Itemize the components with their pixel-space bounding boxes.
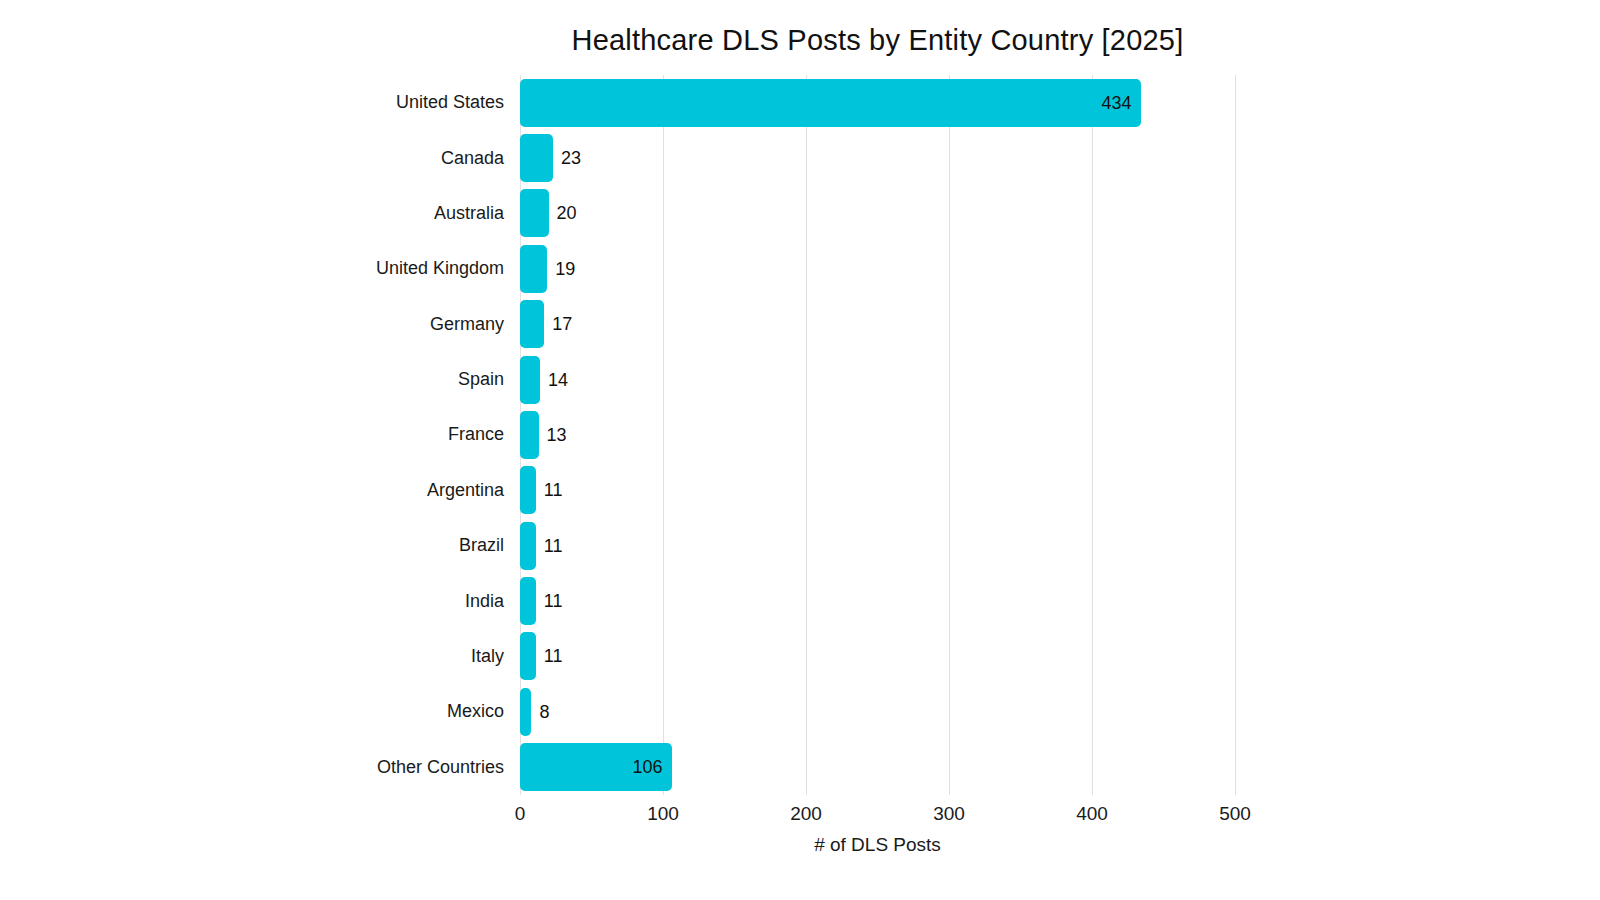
bar-row: 13: [520, 407, 1235, 462]
gridline: [1235, 75, 1236, 795]
value-label: 20: [557, 203, 577, 224]
bar: [520, 466, 536, 514]
bar-row: 11: [520, 629, 1235, 684]
bar: [520, 300, 544, 348]
plot-area: 434 23 20 19 17 14 13 11 11 11 11 8 106: [520, 75, 1235, 795]
y-label-row: Mexico: [0, 684, 504, 739]
category-label: Germany: [430, 314, 504, 335]
value-label: 106: [633, 757, 663, 778]
x-tick-label: 0: [515, 803, 526, 825]
x-tick-label: 400: [1076, 803, 1108, 825]
chart-canvas: Healthcare DLS Posts by Entity Country […: [0, 0, 1600, 900]
y-label-row: France: [0, 407, 504, 462]
y-label-row: Other Countries: [0, 740, 504, 795]
x-axis-title: # of DLS Posts: [520, 834, 1235, 856]
value-label: 17: [552, 314, 572, 335]
bar: [520, 632, 536, 680]
value-label: 23: [561, 148, 581, 169]
bar-row: 19: [520, 241, 1235, 296]
y-label-row: Argentina: [0, 463, 504, 518]
category-label: Argentina: [427, 480, 504, 501]
y-axis-labels: United States Canada Australia United Kingd…: [0, 75, 504, 795]
bar-row: 17: [520, 297, 1235, 352]
bar-row: 106: [520, 740, 1235, 795]
category-label: India: [465, 591, 504, 612]
x-tick-label: 500: [1219, 803, 1251, 825]
x-axis-ticks: 0100200300400500: [520, 803, 1235, 829]
bar: [520, 411, 539, 459]
bar: [520, 356, 540, 404]
y-label-row: United Kingdom: [0, 241, 504, 296]
value-label: 434: [1102, 92, 1132, 113]
category-label: Canada: [441, 148, 504, 169]
category-label: Italy: [471, 646, 504, 667]
category-label: France: [448, 424, 504, 445]
bar-row: 14: [520, 352, 1235, 407]
bar-row: 434: [520, 75, 1235, 130]
category-label: Spain: [458, 369, 504, 390]
bar: [520, 134, 553, 182]
y-label-row: Germany: [0, 297, 504, 352]
value-label: 14: [548, 369, 568, 390]
value-label: 11: [544, 480, 563, 501]
y-label-row: Canada: [0, 130, 504, 185]
bar-row: 23: [520, 130, 1235, 185]
value-label: 11: [544, 646, 563, 667]
x-tick-label: 100: [647, 803, 679, 825]
bar: [520, 577, 536, 625]
x-tick-label: 200: [790, 803, 822, 825]
y-label-row: India: [0, 573, 504, 628]
value-label: 19: [555, 258, 575, 279]
category-label: United States: [396, 92, 504, 113]
bar: [520, 688, 531, 736]
y-label-row: Australia: [0, 186, 504, 241]
bar-row: 20: [520, 186, 1235, 241]
y-label-row: United States: [0, 75, 504, 130]
bar-row: 11: [520, 463, 1235, 518]
bar: 106: [520, 743, 672, 791]
bar-row: 11: [520, 573, 1235, 628]
bar-row: 8: [520, 684, 1235, 739]
bar: 434: [520, 79, 1141, 127]
y-label-row: Italy: [0, 629, 504, 684]
category-label: Australia: [434, 203, 504, 224]
x-tick-label: 300: [933, 803, 965, 825]
bar-row: 11: [520, 518, 1235, 573]
category-label: Mexico: [447, 701, 504, 722]
value-label: 13: [547, 424, 567, 445]
chart-title: Healthcare DLS Posts by Entity Country […: [520, 24, 1235, 57]
category-label: United Kingdom: [376, 258, 504, 279]
category-label: Other Countries: [377, 757, 504, 778]
value-label: 11: [544, 535, 563, 556]
y-label-row: Spain: [0, 352, 504, 407]
category-label: Brazil: [459, 535, 504, 556]
bar: [520, 522, 536, 570]
bar: [520, 245, 547, 293]
y-label-row: Brazil: [0, 518, 504, 573]
value-label: 11: [544, 591, 563, 612]
value-label: 8: [539, 701, 549, 722]
bar: [520, 189, 549, 237]
